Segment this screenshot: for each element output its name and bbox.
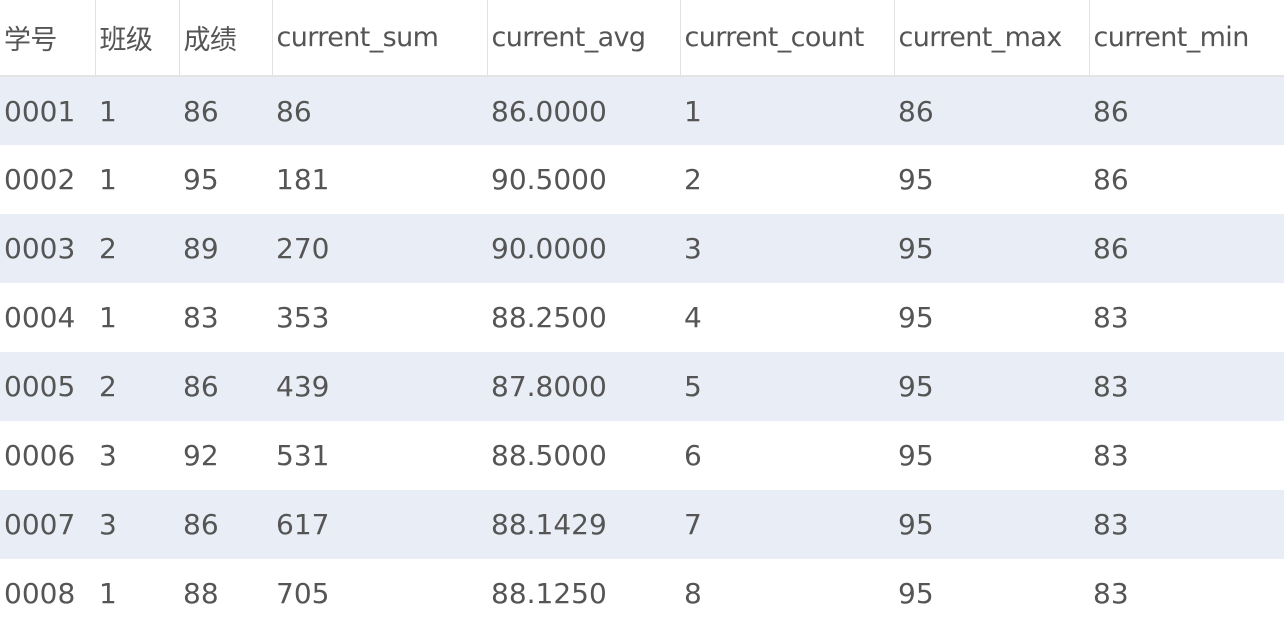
cell-current-count[interactable]: 5 bbox=[680, 352, 894, 421]
cell-current-avg[interactable]: 88.1429 bbox=[487, 490, 680, 559]
cell-current-max[interactable]: 95 bbox=[894, 214, 1089, 283]
cell-current-min[interactable]: 83 bbox=[1089, 559, 1284, 628]
cell-student-id[interactable]: 0002 bbox=[0, 145, 95, 214]
cell-current-sum[interactable]: 617 bbox=[272, 490, 487, 559]
column-header-student-id[interactable]: 学号 bbox=[0, 0, 96, 77]
cell-class[interactable]: 3 bbox=[95, 490, 179, 559]
cell-class[interactable]: 1 bbox=[95, 76, 179, 145]
table-row[interactable]: 0001 1 86 86 86.0000 1 86 86 bbox=[0, 76, 1284, 145]
table-row[interactable]: 0002 1 95 181 90.5000 2 95 86 bbox=[0, 145, 1284, 214]
cell-current-max[interactable]: 95 bbox=[894, 559, 1089, 628]
table-row[interactable]: 0004 1 83 353 88.2500 4 95 83 bbox=[0, 283, 1284, 352]
cell-current-sum[interactable]: 705 bbox=[272, 559, 487, 628]
cell-current-max[interactable]: 86 bbox=[894, 76, 1089, 145]
cell-class[interactable]: 1 bbox=[95, 559, 179, 628]
cell-current-min[interactable]: 86 bbox=[1089, 214, 1284, 283]
cell-class[interactable]: 2 bbox=[95, 214, 179, 283]
cell-current-count[interactable]: 2 bbox=[680, 145, 894, 214]
cell-current-sum[interactable]: 86 bbox=[272, 76, 487, 145]
cell-student-id[interactable]: 0004 bbox=[0, 283, 95, 352]
cell-score[interactable]: 95 bbox=[179, 145, 272, 214]
column-header-class[interactable]: 班级 bbox=[95, 0, 180, 77]
cell-score[interactable]: 92 bbox=[179, 421, 272, 490]
cell-current-count[interactable]: 4 bbox=[680, 283, 894, 352]
cell-score[interactable]: 88 bbox=[179, 559, 272, 628]
cell-current-min[interactable]: 83 bbox=[1089, 283, 1284, 352]
cell-current-sum[interactable]: 353 bbox=[272, 283, 487, 352]
cell-current-min[interactable]: 86 bbox=[1089, 145, 1284, 214]
cell-current-sum[interactable]: 181 bbox=[272, 145, 487, 214]
cell-current-avg[interactable]: 88.1250 bbox=[487, 559, 680, 628]
cell-score[interactable]: 89 bbox=[179, 214, 272, 283]
cell-current-max[interactable]: 95 bbox=[894, 283, 1089, 352]
cell-class[interactable]: 1 bbox=[95, 145, 179, 214]
cell-score[interactable]: 83 bbox=[179, 283, 272, 352]
cell-current-avg[interactable]: 88.5000 bbox=[487, 421, 680, 490]
cell-student-id[interactable]: 0003 bbox=[0, 214, 95, 283]
cell-current-sum[interactable]: 270 bbox=[272, 214, 487, 283]
column-header-score[interactable]: 成绩 bbox=[179, 0, 273, 77]
cell-current-avg[interactable]: 87.8000 bbox=[487, 352, 680, 421]
cell-current-max[interactable]: 95 bbox=[894, 145, 1089, 214]
cell-current-avg[interactable]: 88.2500 bbox=[487, 283, 680, 352]
cell-student-id[interactable]: 0006 bbox=[0, 421, 95, 490]
table-row[interactable]: 0003 2 89 270 90.0000 3 95 86 bbox=[0, 214, 1284, 283]
cell-class[interactable]: 1 bbox=[95, 283, 179, 352]
table-row[interactable]: 0006 3 92 531 88.5000 6 95 83 bbox=[0, 421, 1284, 490]
cell-current-avg[interactable]: 90.5000 bbox=[487, 145, 680, 214]
cell-current-count[interactable]: 1 bbox=[680, 76, 894, 145]
cell-current-avg[interactable]: 86.0000 bbox=[487, 76, 680, 145]
cell-current-sum[interactable]: 531 bbox=[272, 421, 487, 490]
column-header-current-min[interactable]: current_min bbox=[1089, 0, 1284, 77]
cell-class[interactable]: 3 bbox=[95, 421, 179, 490]
header-row: 学号 班级 成绩 current_sum current_avg current… bbox=[0, 0, 1284, 77]
table-header: 学号 班级 成绩 current_sum current_avg current… bbox=[0, 0, 1284, 77]
cell-current-sum[interactable]: 439 bbox=[272, 352, 487, 421]
table-row[interactable]: 0007 3 86 617 88.1429 7 95 83 bbox=[0, 490, 1284, 559]
cell-score[interactable]: 86 bbox=[179, 76, 272, 145]
column-header-current-avg[interactable]: current_avg bbox=[487, 0, 681, 77]
cell-current-min[interactable]: 86 bbox=[1089, 76, 1284, 145]
cell-current-count[interactable]: 6 bbox=[680, 421, 894, 490]
column-header-current-sum[interactable]: current_sum bbox=[272, 0, 488, 77]
cell-class[interactable]: 2 bbox=[95, 352, 179, 421]
cell-student-id[interactable]: 0008 bbox=[0, 559, 95, 628]
table-row[interactable]: 0008 1 88 705 88.1250 8 95 83 bbox=[0, 559, 1284, 628]
cell-current-max[interactable]: 95 bbox=[894, 490, 1089, 559]
table-body: 0001 1 86 86 86.0000 1 86 86 0002 1 95 1… bbox=[0, 76, 1284, 628]
cell-student-id[interactable]: 0001 bbox=[0, 76, 95, 145]
cell-current-min[interactable]: 83 bbox=[1089, 490, 1284, 559]
cell-current-count[interactable]: 7 bbox=[680, 490, 894, 559]
cell-score[interactable]: 86 bbox=[179, 490, 272, 559]
table-row[interactable]: 0005 2 86 439 87.8000 5 95 83 bbox=[0, 352, 1284, 421]
cell-current-count[interactable]: 3 bbox=[680, 214, 894, 283]
cell-current-min[interactable]: 83 bbox=[1089, 421, 1284, 490]
column-header-current-max[interactable]: current_max bbox=[894, 0, 1090, 77]
cell-current-avg[interactable]: 90.0000 bbox=[487, 214, 680, 283]
cell-current-count[interactable]: 8 bbox=[680, 559, 894, 628]
cell-score[interactable]: 86 bbox=[179, 352, 272, 421]
cell-student-id[interactable]: 0007 bbox=[0, 490, 95, 559]
cell-current-max[interactable]: 95 bbox=[894, 352, 1089, 421]
cell-current-min[interactable]: 83 bbox=[1089, 352, 1284, 421]
cell-current-max[interactable]: 95 bbox=[894, 421, 1089, 490]
cell-student-id[interactable]: 0005 bbox=[0, 352, 95, 421]
column-header-current-count[interactable]: current_count bbox=[680, 0, 895, 77]
